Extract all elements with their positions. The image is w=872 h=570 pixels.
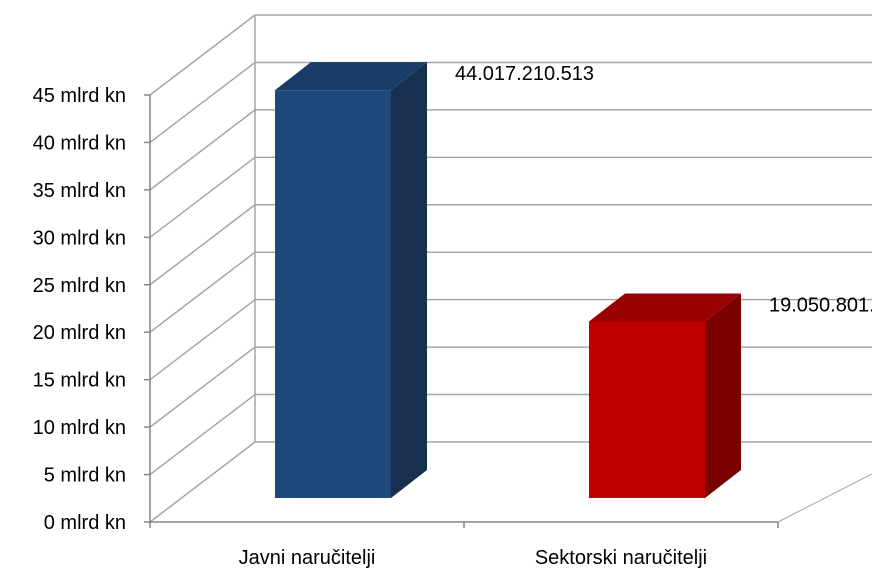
y-tick-label: 10 mlrd kn xyxy=(33,417,126,439)
bar-top xyxy=(589,293,741,322)
data-label: 44.017.210.513 xyxy=(455,63,594,85)
gridline-diagonal xyxy=(149,204,256,286)
bar xyxy=(275,90,391,499)
labels: 0 mlrd kn 5 mlrd kn 10 mlrd kn 15 mlrd kn 20… xyxy=(33,63,872,569)
bar-top xyxy=(275,62,427,91)
x-tick-label: Javni naručitelji xyxy=(239,547,376,569)
y-tick-label: 5 mlrd kn xyxy=(44,465,126,487)
gridline-diagonal xyxy=(149,251,256,333)
y-tick-label: 35 mlrd kn xyxy=(33,180,126,202)
bars xyxy=(275,62,741,499)
bar-side xyxy=(391,62,427,499)
y-tick-label: 0 mlrd kn xyxy=(44,512,126,534)
y-tick-label: 30 mlrd kn xyxy=(33,227,126,249)
y-tick-label: 25 mlrd kn xyxy=(33,275,126,297)
y-tick-label: 15 mlrd kn xyxy=(33,370,126,392)
gridline-diagonal xyxy=(149,346,256,428)
gridline-diagonal xyxy=(149,299,256,381)
gridline-diagonal xyxy=(149,156,256,238)
gridline-diagonal xyxy=(149,14,256,96)
gridline-diagonal xyxy=(149,61,256,144)
y-tick-label: 45 mlrd kn xyxy=(33,85,126,107)
x-tick-label: Sektorski naručitelji xyxy=(535,547,707,569)
gridline-diagonal xyxy=(149,393,256,476)
y-tick-label: 20 mlrd kn xyxy=(33,322,126,344)
gridline-diagonal xyxy=(149,109,256,191)
bar-side xyxy=(705,293,741,498)
gridlines xyxy=(149,14,872,523)
floor-back-edge xyxy=(149,441,872,523)
axes xyxy=(144,94,779,528)
bar xyxy=(589,321,705,498)
floor-right-edge xyxy=(777,473,872,523)
y-tick-label: 40 mlrd kn xyxy=(33,132,126,154)
data-label: 19.050.801.952 xyxy=(769,294,872,316)
